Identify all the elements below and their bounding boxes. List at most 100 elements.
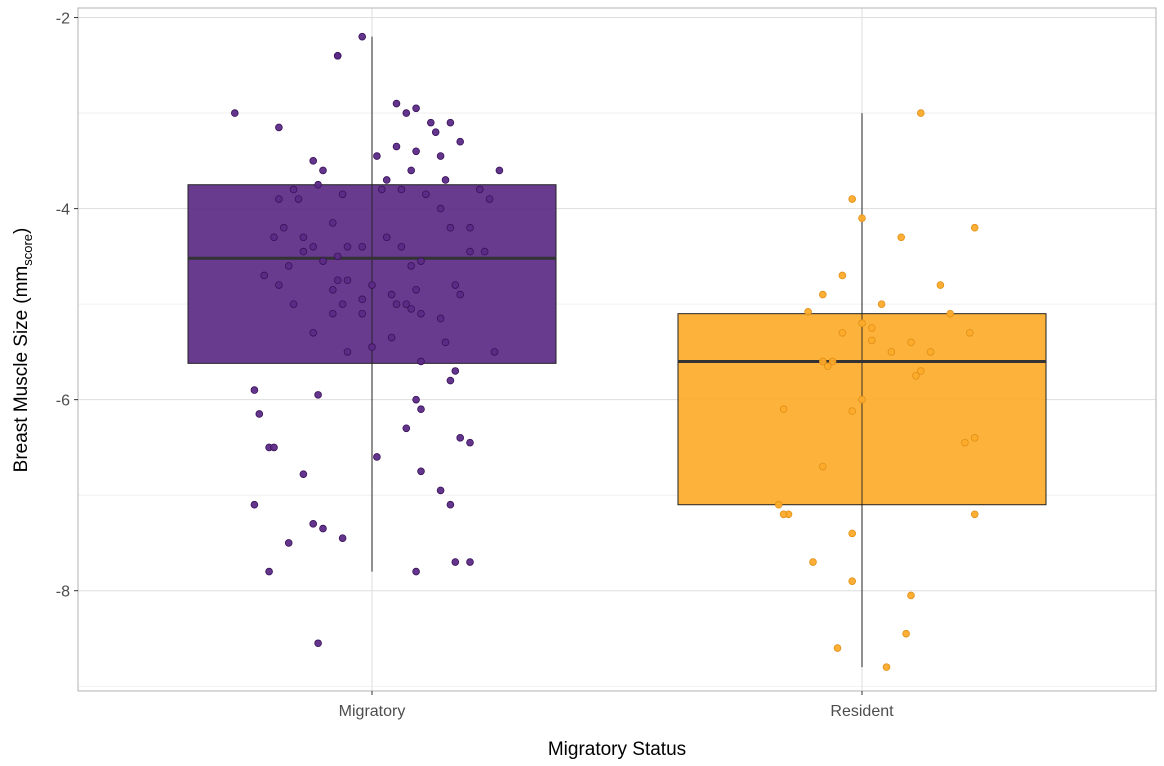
y-tick-label: -8 xyxy=(56,584,70,601)
data-point-migratory xyxy=(358,295,367,304)
data-point-resident xyxy=(848,529,856,538)
data-point-resident xyxy=(970,223,979,232)
data-point-resident xyxy=(916,367,925,375)
data-point-resident xyxy=(858,319,866,328)
data-point-migratory xyxy=(466,223,474,232)
data-point-resident xyxy=(779,510,788,519)
data-point-migratory xyxy=(275,281,283,289)
data-point-resident xyxy=(779,405,788,414)
data-point-migratory xyxy=(338,190,347,199)
point-layer xyxy=(231,32,979,671)
data-point-resident xyxy=(926,348,935,356)
y-tick-label: -6 xyxy=(56,393,70,410)
data-point-migratory xyxy=(412,104,420,113)
data-point-resident xyxy=(818,462,827,471)
data-point-migratory xyxy=(284,539,293,547)
data-point-migratory xyxy=(436,486,445,495)
data-point-migratory xyxy=(407,262,416,270)
data-point-resident xyxy=(858,395,866,404)
data-point-migratory xyxy=(333,51,342,60)
data-point-migratory xyxy=(417,309,425,318)
data-point-migratory xyxy=(382,176,391,184)
data-point-resident xyxy=(867,336,876,345)
data-point-migratory xyxy=(412,285,420,294)
data-point-migratory xyxy=(343,276,352,285)
data-point-migratory xyxy=(299,233,308,242)
data-point-migratory xyxy=(255,410,264,418)
x-tick-label: Resident xyxy=(830,703,894,720)
data-point-migratory xyxy=(392,99,401,108)
data-point-migratory xyxy=(392,142,401,151)
data-point-resident xyxy=(961,438,969,447)
x-axis-title: Migratory Status xyxy=(548,739,686,760)
y-axis-title-unit-sub: score xyxy=(20,234,35,266)
data-point-migratory xyxy=(412,395,420,404)
data-point-migratory xyxy=(422,190,430,199)
data-point-resident xyxy=(804,307,812,316)
y-axis: -2 -4 -6 -8 xyxy=(56,11,78,601)
data-point-migratory xyxy=(250,386,259,394)
x-axis: Migratory Resident xyxy=(339,691,894,720)
data-point-resident xyxy=(916,109,925,117)
data-point-migratory xyxy=(436,152,445,160)
data-point-resident xyxy=(774,500,783,509)
data-point-migratory xyxy=(402,109,411,117)
data-point-migratory xyxy=(431,128,440,136)
data-point-migratory xyxy=(480,247,489,256)
data-point-migratory xyxy=(417,405,425,414)
y-tick-label: -4 xyxy=(56,202,70,219)
data-point-resident xyxy=(818,357,827,366)
data-point-resident xyxy=(877,300,886,308)
data-point-migratory xyxy=(328,309,337,318)
data-point-migratory xyxy=(319,166,327,175)
data-point-migratory xyxy=(294,195,303,203)
data-point-migratory xyxy=(309,520,318,528)
data-point-migratory xyxy=(314,639,322,648)
data-point-migratory xyxy=(309,328,318,337)
data-point-migratory xyxy=(338,300,347,308)
data-point-migratory xyxy=(417,357,425,366)
data-point-migratory xyxy=(328,219,337,227)
data-point-resident xyxy=(887,348,896,356)
y-axis-title-open: ( xyxy=(11,297,32,304)
data-point-migratory xyxy=(436,314,445,323)
data-point-migratory xyxy=(319,257,327,265)
data-point-resident xyxy=(907,591,915,600)
data-point-resident xyxy=(838,328,847,337)
data-point-resident xyxy=(902,629,910,638)
data-point-migratory xyxy=(358,309,367,318)
data-point-migratory xyxy=(289,300,298,308)
data-point-migratory xyxy=(446,223,455,232)
data-point-resident xyxy=(882,663,891,671)
data-point-migratory xyxy=(456,137,465,146)
data-point-migratory xyxy=(299,247,308,256)
data-point-migratory xyxy=(402,424,411,433)
data-point-migratory xyxy=(441,176,450,184)
data-point-migratory xyxy=(309,243,318,251)
y-tick-label: -2 xyxy=(56,11,70,28)
y-axis-title-main: Breast Muscle Size xyxy=(11,310,32,473)
data-point-migratory xyxy=(387,290,396,299)
data-point-migratory xyxy=(485,195,494,203)
data-point-migratory xyxy=(495,166,504,175)
data-point-resident xyxy=(867,324,876,332)
data-point-migratory xyxy=(456,434,465,442)
y-axis-title-close: ) xyxy=(11,228,32,234)
data-point-migratory xyxy=(490,348,499,356)
data-point-resident xyxy=(823,362,832,371)
data-point-migratory xyxy=(333,252,342,261)
data-point-migratory xyxy=(446,376,455,385)
data-point-migratory xyxy=(417,467,425,476)
y-axis-title: Breast Muscle Size (mmscore) xyxy=(11,228,35,473)
data-point-migratory xyxy=(412,147,420,156)
data-point-migratory xyxy=(397,243,406,251)
data-point-migratory xyxy=(373,453,381,461)
data-point-resident xyxy=(838,271,847,280)
x-tick-label: Migratory xyxy=(339,703,406,720)
data-point-migratory xyxy=(368,343,376,351)
data-point-migratory xyxy=(446,500,455,509)
data-point-resident xyxy=(965,328,974,337)
box-layer xyxy=(187,36,1047,668)
data-point-migratory xyxy=(451,281,460,289)
